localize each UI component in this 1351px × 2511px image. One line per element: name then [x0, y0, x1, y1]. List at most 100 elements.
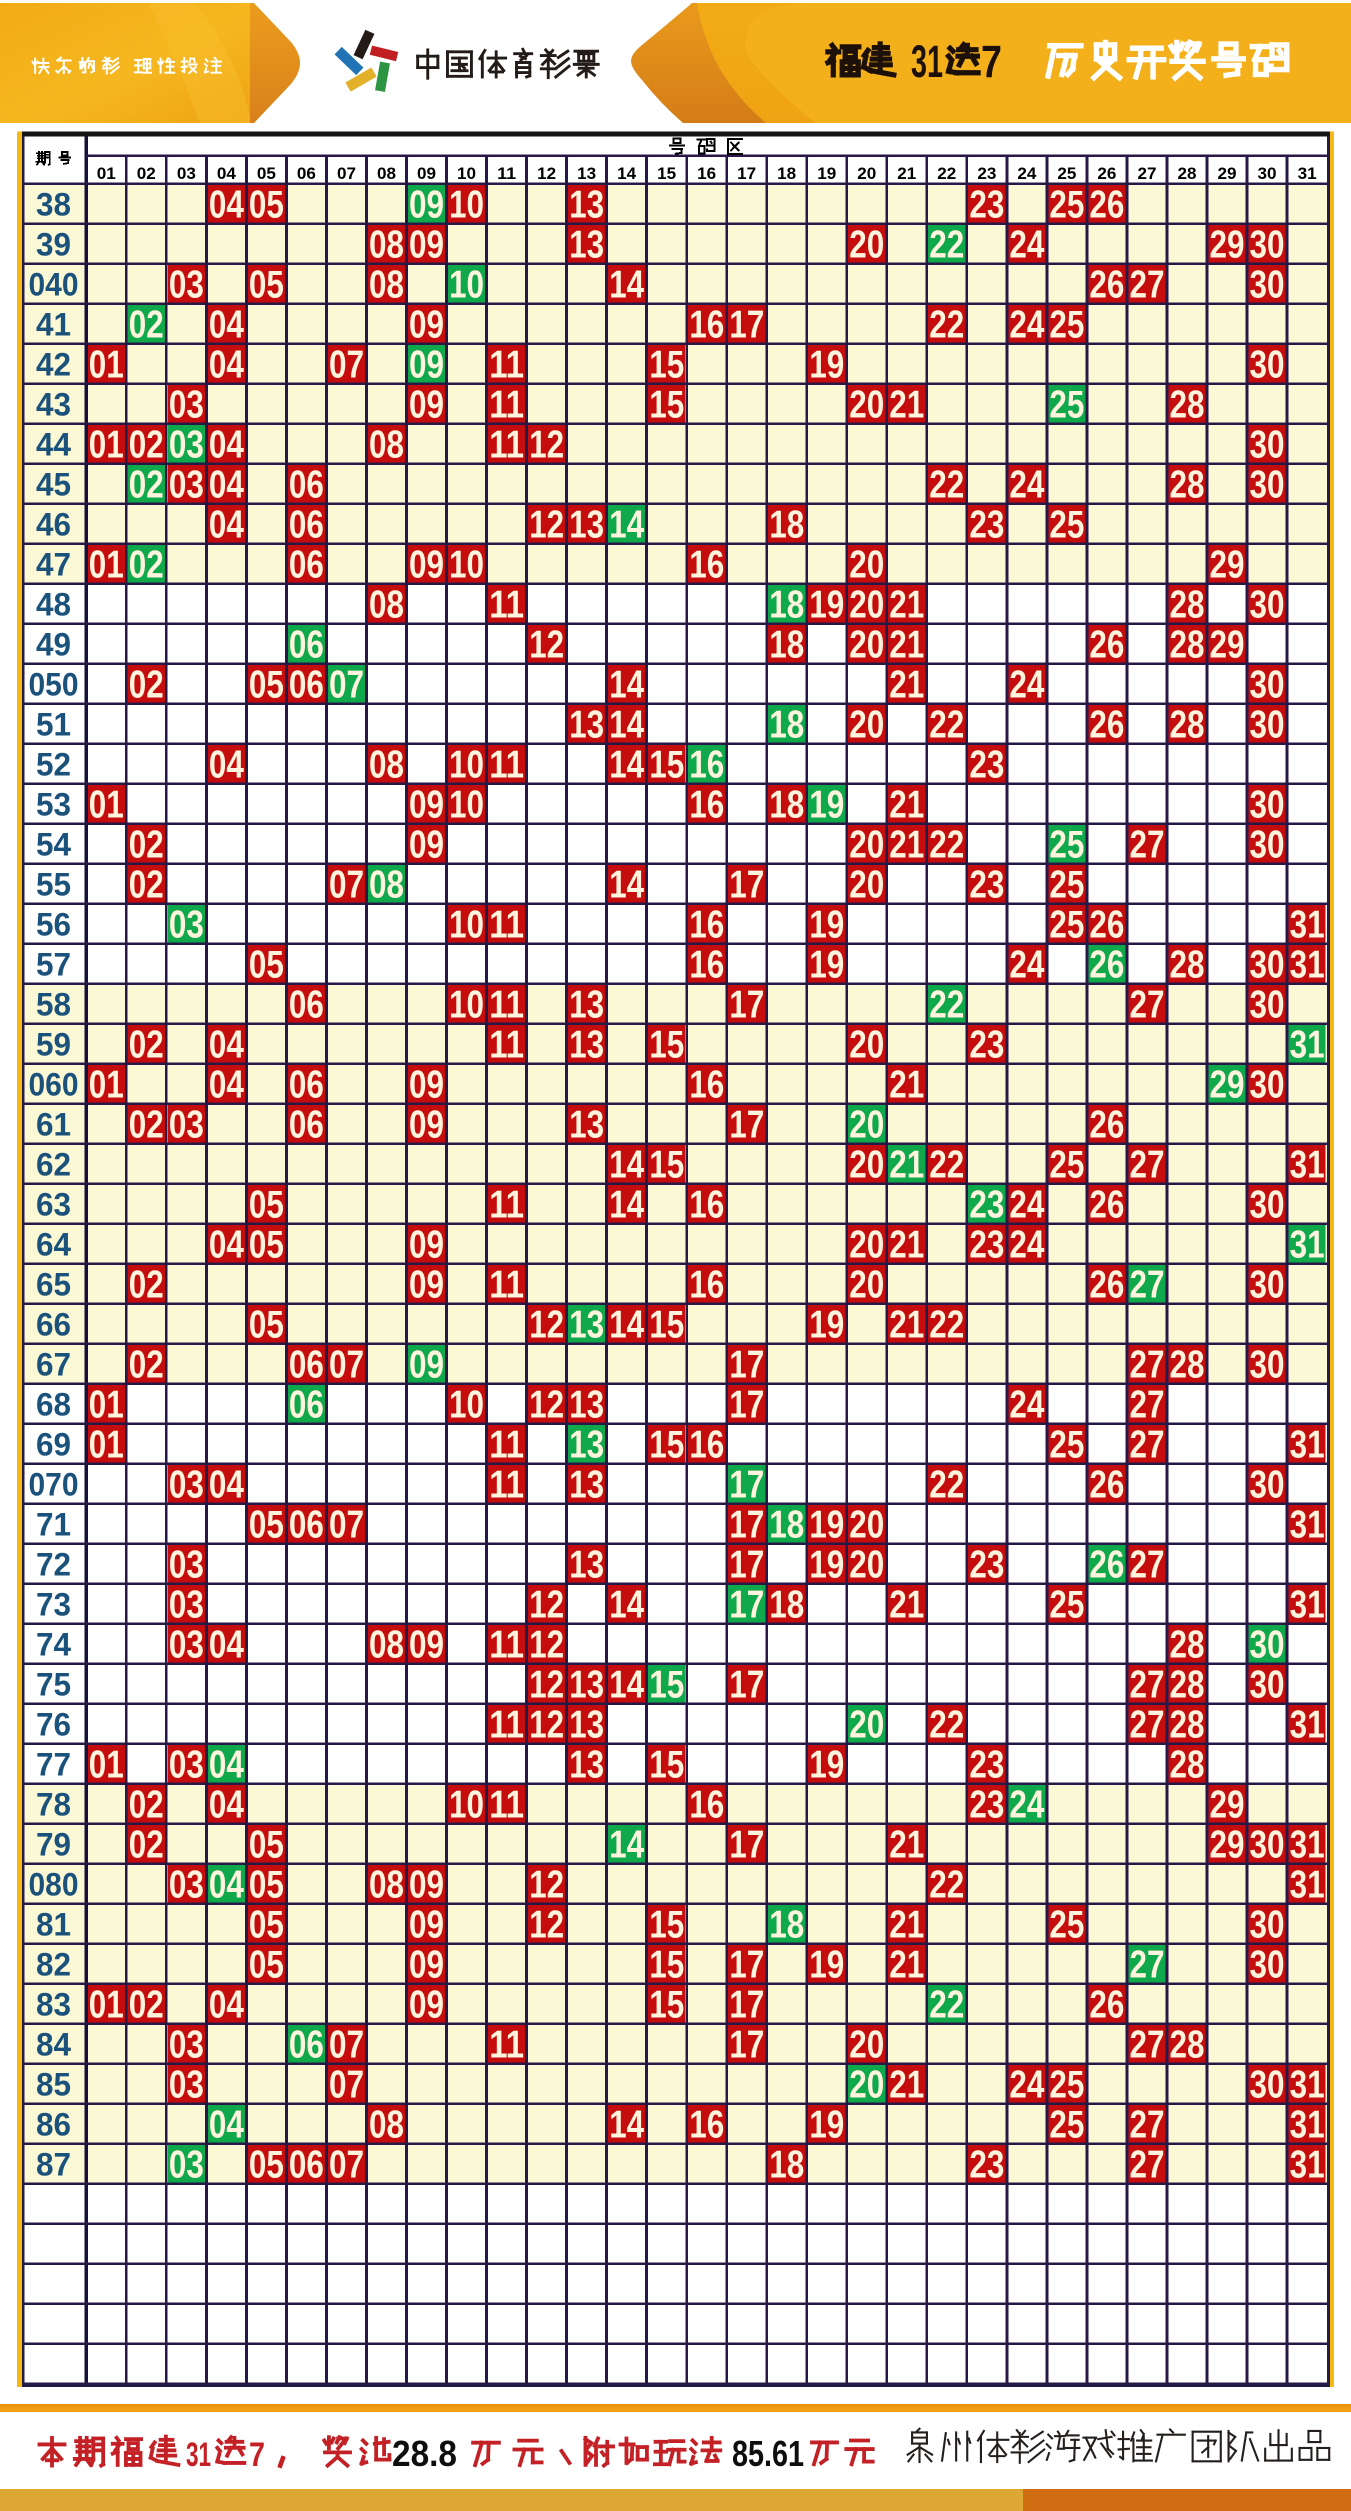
svg-text:13: 13: [569, 983, 604, 1026]
svg-text:23: 23: [969, 1743, 1004, 1786]
svg-text:18: 18: [769, 1503, 804, 1546]
svg-text:11: 11: [489, 343, 524, 386]
svg-text:07: 07: [329, 2143, 364, 2186]
svg-text:30: 30: [1250, 983, 1285, 1026]
svg-text:19: 19: [809, 343, 844, 386]
svg-text:42: 42: [36, 346, 71, 382]
svg-text:64: 64: [36, 1226, 71, 1262]
svg-text:05: 05: [249, 263, 284, 306]
svg-text:24: 24: [1009, 663, 1044, 706]
svg-text:21: 21: [889, 663, 924, 706]
svg-text:08: 08: [369, 583, 404, 626]
svg-text:30: 30: [1250, 943, 1285, 986]
svg-text:19: 19: [809, 1943, 844, 1986]
svg-text:02: 02: [129, 303, 164, 346]
svg-text:13: 13: [569, 1743, 604, 1786]
svg-text:14: 14: [609, 1583, 644, 1626]
svg-text:15: 15: [649, 1743, 684, 1786]
svg-text:23: 23: [969, 743, 1004, 786]
svg-text:06: 06: [289, 663, 324, 706]
svg-text:23: 23: [969, 2143, 1004, 2186]
svg-text:17: 17: [729, 1983, 764, 2026]
svg-text:17: 17: [729, 1103, 764, 1146]
svg-text:18: 18: [769, 783, 804, 826]
svg-text:24: 24: [1009, 1783, 1044, 1826]
svg-text:13: 13: [577, 165, 596, 183]
svg-text:26: 26: [1097, 165, 1116, 183]
svg-text:07: 07: [329, 863, 364, 906]
svg-text:03: 03: [169, 423, 204, 466]
svg-text:06: 06: [289, 503, 324, 546]
svg-text:31: 31: [1298, 165, 1317, 183]
svg-text:7: 7: [981, 36, 1002, 87]
svg-text:15: 15: [657, 165, 676, 183]
svg-text:17: 17: [729, 863, 764, 906]
svg-text:01: 01: [89, 1063, 124, 1106]
svg-text:20: 20: [849, 1223, 884, 1266]
svg-text:71: 71: [36, 1506, 71, 1542]
svg-text:09: 09: [409, 1223, 444, 1266]
svg-text:81: 81: [36, 1906, 71, 1942]
svg-text:31: 31: [1290, 1503, 1325, 1546]
svg-text:20: 20: [849, 623, 884, 666]
svg-text:09: 09: [409, 1903, 444, 1946]
svg-text:14: 14: [609, 2103, 644, 2146]
svg-text:09: 09: [409, 1343, 444, 1386]
svg-text:77: 77: [36, 1746, 71, 1782]
svg-text:15: 15: [649, 1903, 684, 1946]
svg-text:03: 03: [169, 383, 204, 426]
svg-text:72: 72: [36, 1546, 71, 1582]
svg-text:09: 09: [409, 223, 444, 266]
svg-text:22: 22: [929, 983, 964, 1026]
svg-text:11: 11: [489, 903, 524, 946]
svg-text:16: 16: [689, 2103, 724, 2146]
svg-text:24: 24: [1009, 1383, 1044, 1426]
svg-text:27: 27: [1130, 263, 1165, 306]
svg-text:20: 20: [849, 2023, 884, 2066]
svg-text:21: 21: [889, 823, 924, 866]
svg-text:30: 30: [1250, 1663, 1285, 1706]
svg-text:85: 85: [36, 2066, 71, 2102]
svg-text:09: 09: [409, 1263, 444, 1306]
svg-text:09: 09: [409, 1063, 444, 1106]
svg-text:15: 15: [649, 743, 684, 786]
svg-text:06: 06: [289, 983, 324, 1026]
svg-text:03: 03: [169, 1623, 204, 1666]
svg-text:76: 76: [36, 1706, 71, 1742]
svg-text:22: 22: [929, 1703, 964, 1746]
svg-text:06: 06: [289, 1343, 324, 1386]
svg-text:31: 31: [1290, 1703, 1325, 1746]
svg-text:30: 30: [1250, 1943, 1285, 1986]
svg-text:02: 02: [129, 1103, 164, 1146]
svg-text:01: 01: [89, 783, 124, 826]
svg-text:08: 08: [369, 2103, 404, 2146]
svg-text:03: 03: [169, 2063, 204, 2106]
svg-text:10: 10: [449, 783, 484, 826]
svg-text:11: 11: [489, 1183, 524, 1226]
svg-text:25: 25: [1049, 1583, 1084, 1626]
svg-text:31: 31: [1290, 2063, 1325, 2106]
svg-text:43: 43: [36, 386, 71, 422]
svg-text:19: 19: [809, 2103, 844, 2146]
svg-text:07: 07: [329, 343, 364, 386]
svg-text:12: 12: [529, 423, 564, 466]
svg-text:12: 12: [529, 1583, 564, 1626]
svg-text:17: 17: [729, 1823, 764, 1866]
svg-text:28: 28: [1170, 943, 1205, 986]
svg-text:13: 13: [569, 503, 604, 546]
svg-text:82: 82: [36, 1946, 71, 1982]
svg-text:11: 11: [489, 1263, 524, 1306]
svg-text:30: 30: [1250, 1063, 1285, 1106]
svg-text:87: 87: [36, 2146, 71, 2182]
svg-text:21: 21: [889, 623, 924, 666]
svg-text:24: 24: [1009, 1183, 1044, 1226]
svg-text:09: 09: [409, 543, 444, 586]
svg-text:20: 20: [849, 1543, 884, 1586]
svg-text:07: 07: [329, 2063, 364, 2106]
svg-text:06: 06: [289, 543, 324, 586]
svg-text:07: 07: [329, 1343, 364, 1386]
svg-text:01: 01: [89, 1383, 124, 1426]
svg-text:20: 20: [849, 583, 884, 626]
svg-text:27: 27: [1130, 1943, 1165, 1986]
svg-text:16: 16: [689, 743, 724, 786]
